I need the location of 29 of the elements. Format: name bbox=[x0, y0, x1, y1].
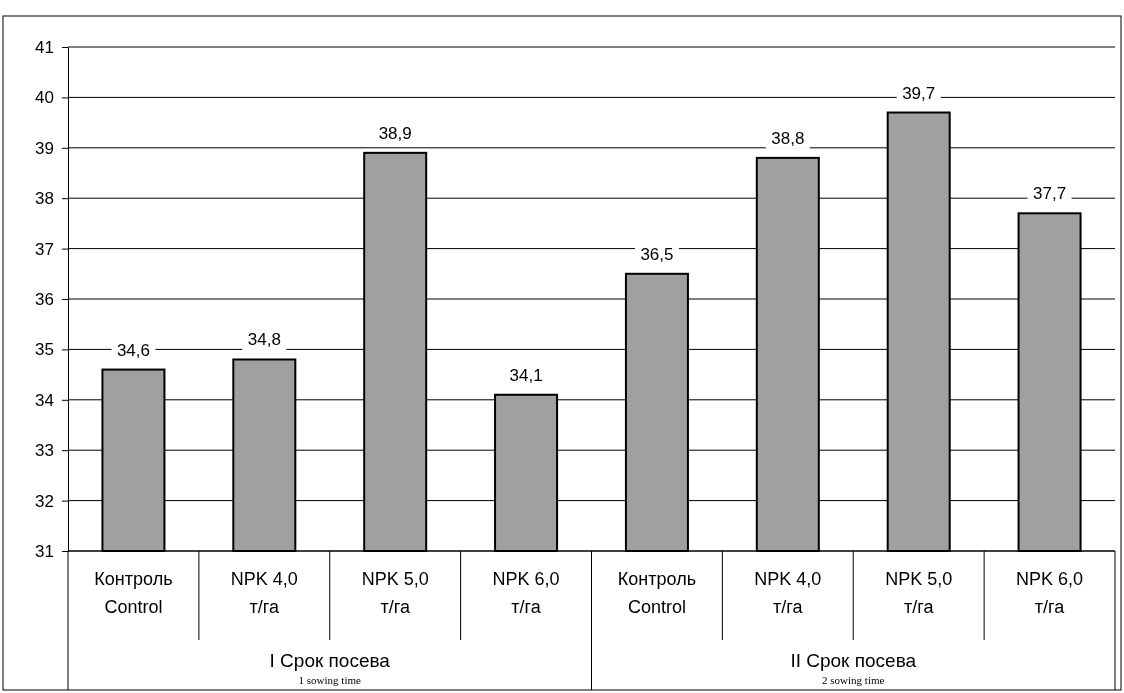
x-tick-label: NPK 6,0 т/га bbox=[1016, 569, 1084, 617]
data-label: 39,7 bbox=[902, 83, 936, 103]
x-tick-label: Контроль Control bbox=[617, 569, 697, 617]
data-label: 34,1 bbox=[509, 365, 543, 385]
x-tick-label: NPK 4,0 т/га bbox=[754, 569, 822, 617]
y-tick-label: 37 bbox=[35, 239, 54, 259]
data-label: 38,9 bbox=[378, 123, 412, 143]
y-tick-label: 31 bbox=[35, 541, 54, 561]
y-tick-label: 36 bbox=[35, 289, 54, 309]
x-tick-label: NPK 5,0 т/га bbox=[361, 569, 429, 617]
y-tick-label: 39 bbox=[35, 138, 54, 158]
data-label: 34,8 bbox=[247, 330, 281, 350]
y-tick-label: 40 bbox=[35, 88, 54, 108]
y-tick-label: 38 bbox=[35, 189, 54, 209]
data-label: 38,8 bbox=[771, 128, 805, 148]
data-label: 34,6 bbox=[116, 340, 150, 360]
data-label: 37,7 bbox=[1033, 184, 1067, 204]
y-tick-label: 32 bbox=[35, 491, 54, 511]
x-tick-label: NPK 5,0 т/га bbox=[885, 569, 953, 617]
data-label: 36,5 bbox=[640, 244, 674, 264]
text: I Срок посева 1 sowing time bbox=[269, 650, 391, 686]
y-tick-label: 34 bbox=[35, 390, 54, 410]
text: II Срок посева 2 sowing time bbox=[790, 650, 917, 686]
y-tick-label: 33 bbox=[35, 441, 54, 461]
x-tick-label: NPK 6,0 т/га bbox=[492, 569, 560, 617]
y-tick-label: 41 bbox=[35, 37, 54, 57]
x-tick-label: NPK 4,0 т/га bbox=[230, 569, 298, 617]
x-tick-label: Контроль Control bbox=[94, 569, 173, 617]
y-tick-label: 35 bbox=[35, 340, 54, 360]
